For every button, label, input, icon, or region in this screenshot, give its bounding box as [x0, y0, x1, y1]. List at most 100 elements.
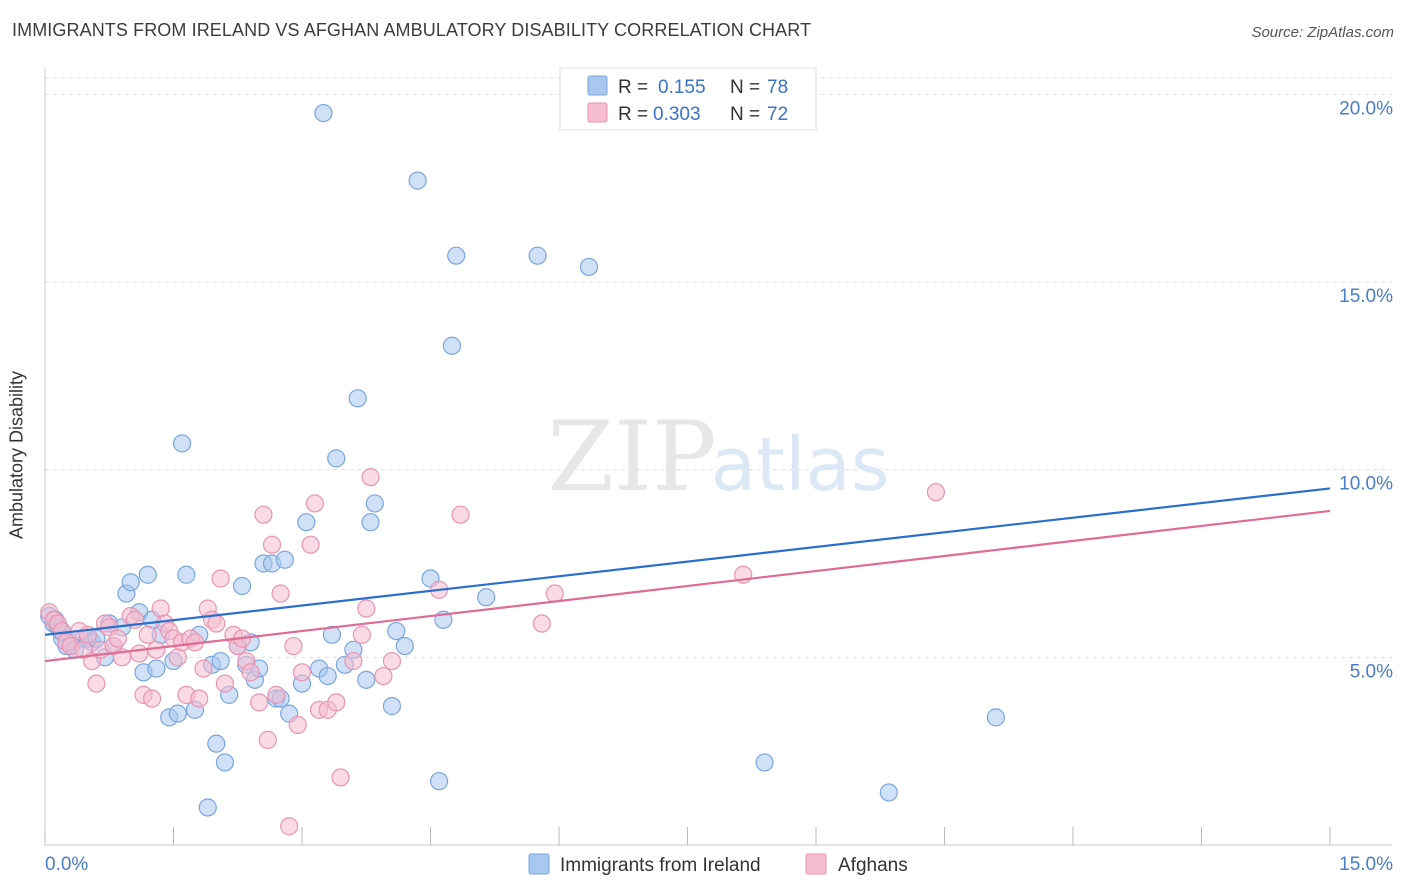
stats-legend-swatch-pink: [587, 102, 608, 123]
stats-legend: R = 0.155 N = 78 R = 0.303 N = 72: [559, 67, 817, 131]
point-ireland: [442, 336, 462, 355]
point-ireland: [318, 666, 337, 686]
watermark-zip: ZIP: [547, 401, 716, 513]
watermark: ZIP atlas: [547, 401, 889, 513]
point-ireland: [365, 494, 384, 513]
point-ireland: [579, 257, 599, 277]
point-ireland: [147, 659, 166, 678]
point-ireland: [211, 651, 230, 671]
point-ireland: [275, 550, 294, 569]
point-afghans: [194, 659, 213, 678]
point-ireland: [357, 670, 376, 689]
point-ireland: [387, 621, 406, 641]
stats-legend-n-label: N =: [730, 77, 760, 98]
point-afghans: [267, 685, 286, 704]
point-afghans: [374, 666, 393, 686]
point-afghans: [301, 535, 320, 554]
point-afghans: [168, 648, 187, 667]
point-afghans: [262, 535, 282, 554]
point-ireland: [121, 573, 140, 592]
stats-legend-swatch-blue: [587, 75, 608, 96]
point-afghans: [271, 584, 290, 603]
point-afghans: [451, 505, 470, 524]
point-ireland: [528, 246, 547, 265]
point-afghans: [190, 689, 209, 708]
axis-layer: 5.0% 10.0% 15.0% 20.0% 0.0% 15.0%: [44, 68, 1393, 875]
legend-swatch-blue: [528, 853, 550, 875]
x-tick-label-max: 15.0%: [1339, 854, 1393, 875]
point-afghans: [142, 689, 162, 708]
point-ireland: [429, 772, 449, 791]
chart-title: IMMIGRANTS FROM IRELAND VS AFGHAN AMBULA…: [12, 20, 812, 40]
point-afghans: [87, 674, 106, 693]
point-afghans: [926, 483, 946, 502]
point-ireland: [198, 798, 217, 817]
point-afghans: [215, 674, 234, 693]
point-ireland: [168, 704, 187, 723]
point-afghans: [250, 693, 269, 712]
point-ireland: [172, 434, 192, 453]
point-ireland: [297, 513, 316, 532]
point-ireland: [395, 636, 414, 656]
legend-label-afghans: Afghans: [838, 855, 908, 876]
point-ireland: [327, 449, 346, 468]
watermark-atlas: atlas: [711, 422, 890, 508]
stats-legend-r-label: R =: [618, 77, 648, 98]
y-tick-label: 10.0%: [1339, 474, 1393, 495]
stats-legend-n-value: 72: [767, 104, 788, 125]
trend-line-afghans: [44, 509, 1331, 663]
point-ireland: [755, 753, 774, 772]
points-layer: [40, 103, 1006, 836]
point-afghans: [211, 569, 230, 588]
point-ireland: [408, 171, 427, 190]
point-afghans: [280, 817, 299, 836]
series-legend: Immigrants from Ireland Afghans: [528, 853, 908, 876]
point-ireland: [314, 103, 333, 123]
x-tick-label-min: 0.0%: [45, 854, 88, 875]
point-afghans: [284, 636, 303, 656]
point-ireland: [879, 783, 898, 802]
point-ireland: [447, 246, 466, 265]
point-afghans: [288, 715, 307, 734]
point-ireland: [382, 697, 402, 716]
point-afghans: [241, 663, 260, 682]
grid-layer: [45, 77, 1392, 658]
point-ireland: [477, 588, 496, 607]
point-afghans: [382, 651, 402, 671]
point-ireland: [361, 513, 380, 532]
point-afghans: [138, 625, 157, 644]
point-ireland: [322, 625, 342, 644]
y-tick-label: 15.0%: [1339, 286, 1393, 307]
point-afghans: [361, 468, 380, 487]
y-tick-label: 20.0%: [1339, 98, 1393, 119]
trend-layer: [44, 487, 1331, 663]
point-afghans: [130, 644, 149, 663]
point-ireland: [177, 565, 196, 584]
stats-legend-n-value: 78: [767, 77, 788, 98]
point-ireland: [138, 565, 157, 584]
legend-swatch-pink: [805, 853, 827, 875]
stats-legend-n-label: N =: [730, 104, 760, 125]
y-tick-label: 5.0%: [1350, 661, 1393, 682]
point-afghans: [357, 599, 376, 618]
stats-legend-r-label: R =: [618, 104, 648, 125]
point-afghans: [305, 494, 324, 513]
point-afghans: [258, 730, 277, 749]
point-afghans: [207, 614, 226, 633]
point-afghans: [108, 629, 127, 648]
point-ireland: [348, 389, 367, 408]
point-afghans: [532, 614, 551, 633]
point-afghans: [292, 663, 312, 682]
point-afghans: [327, 693, 346, 712]
point-afghans: [151, 599, 170, 618]
point-afghans: [344, 651, 363, 671]
point-afghans: [352, 625, 372, 644]
point-ireland: [207, 734, 226, 753]
legend-label-ireland: Immigrants from Ireland: [560, 855, 761, 876]
point-afghans: [545, 584, 564, 603]
stats-legend-r-value: 0.303: [653, 104, 701, 125]
point-afghans: [254, 505, 273, 524]
point-ireland: [232, 576, 252, 596]
point-ireland: [215, 753, 234, 772]
